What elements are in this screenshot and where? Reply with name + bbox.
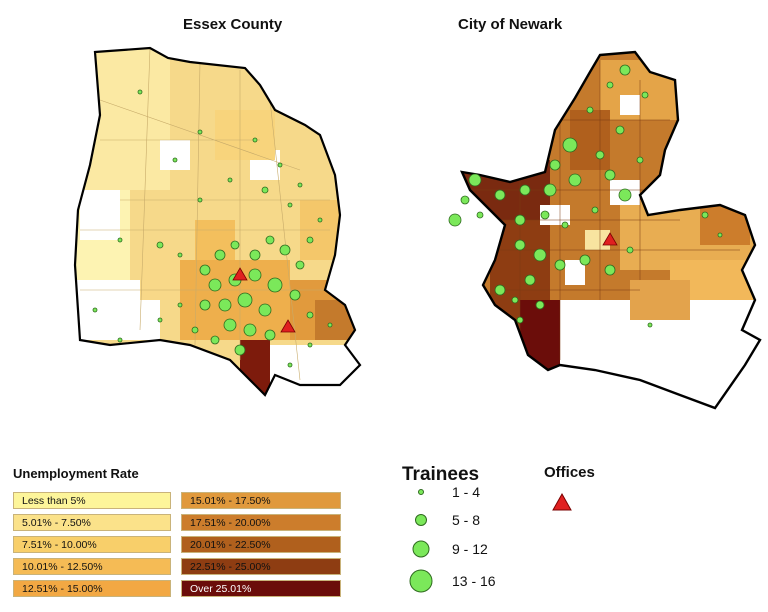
legend-swatch: 20.01% - 22.50% [181,536,341,553]
legend-label: 17.51% - 20.00% [190,516,271,529]
legend-item-10: Over 25.01% [181,579,341,598]
legend-item-4: 10.01% - 12.50% [13,557,171,576]
legend-swatch: Over 25.01% [181,580,341,597]
legend-label: 10.01% - 12.50% [22,560,103,573]
trainee-size-2 [415,514,427,526]
legend-label: 20.01% - 22.50% [190,538,271,551]
newark-map [448,50,762,410]
legend-item-1: Less than 5% [13,491,171,510]
trainee-label-3: 9 - 12 [452,541,488,557]
trainee-label-2: 5 - 8 [452,512,481,528]
trainee-label-4: 13 - 16 [452,573,496,589]
essex-county-title: Essex County [183,16,283,33]
unemployment-legend-title: Unemployment Rate [13,466,139,481]
legend-item-3: 7.51% - 10.00% [13,535,171,554]
legend-label: Less than 5% [22,494,86,507]
legend-label: 22.51% - 25.00% [190,560,271,573]
legend-label: 15.01% - 17.50% [190,494,271,507]
trainee-size-1 [418,489,424,495]
essex-outline [73,46,362,397]
legend-swatch: 10.01% - 12.50% [13,558,171,575]
legend-swatch: 22.51% - 25.00% [181,558,341,575]
legend-item-7: 17.51% - 20.00% [181,513,341,532]
legend-swatch: 12.51% - 15.00% [13,580,171,597]
trainee-size-4 [409,569,433,593]
trainee-size-3 [412,540,430,558]
legend-item-5: 12.51% - 15.00% [13,579,171,598]
newark-trainee-markers [448,64,723,328]
legend-swatch: 15.01% - 17.50% [181,492,341,509]
legend-label: Over 25.01% [190,582,252,595]
essex-county-map [73,46,362,397]
offices-legend-title: Offices [544,464,595,481]
legend-item-6: 15.01% - 17.50% [181,491,341,510]
trainees-legend-title: Trainees [402,464,480,485]
office-legend-symbol [552,492,572,511]
essex-office-markers [232,267,296,333]
legend-item-2: 5.01% - 7.50% [13,513,171,532]
legend-item-8: 20.01% - 22.50% [181,535,341,554]
legend-label: 7.51% - 10.00% [22,538,97,551]
trainee-label-1: 1 - 4 [452,484,481,500]
essex-trainee-markers [92,89,333,368]
legend-label: 12.51% - 15.00% [22,582,103,595]
legend-swatch: Less than 5% [13,492,171,509]
legend-swatch: 5.01% - 7.50% [13,514,171,531]
newark-outline [459,50,762,410]
legend-label: 5.01% - 7.50% [22,516,91,529]
legend-swatch: 17.51% - 20.00% [181,514,341,531]
newark-title: City of Newark [458,16,563,33]
legend-swatch: 7.51% - 10.00% [13,536,171,553]
trainees-legend-symbols [409,489,433,593]
legend-item-9: 22.51% - 25.00% [181,557,341,576]
newark-office-markers [602,232,618,246]
